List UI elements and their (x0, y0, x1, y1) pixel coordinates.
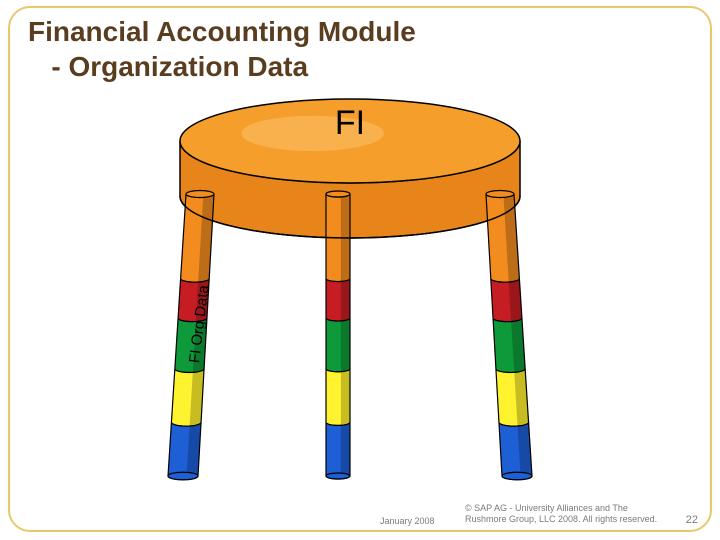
slide-title: Financial Accounting Module - Organizati… (28, 14, 416, 84)
seat-label: FI (140, 104, 560, 143)
footer-date: January 2008 (380, 516, 435, 526)
title-line-1: Financial Accounting Module (28, 16, 416, 47)
title-line-2: - Organization Data (51, 51, 308, 82)
stool-diagram: FI FI Org Data (140, 86, 560, 486)
page-number: 22 (686, 514, 698, 526)
footer-copyright: © SAP AG - University Alliances and The … (465, 503, 665, 526)
